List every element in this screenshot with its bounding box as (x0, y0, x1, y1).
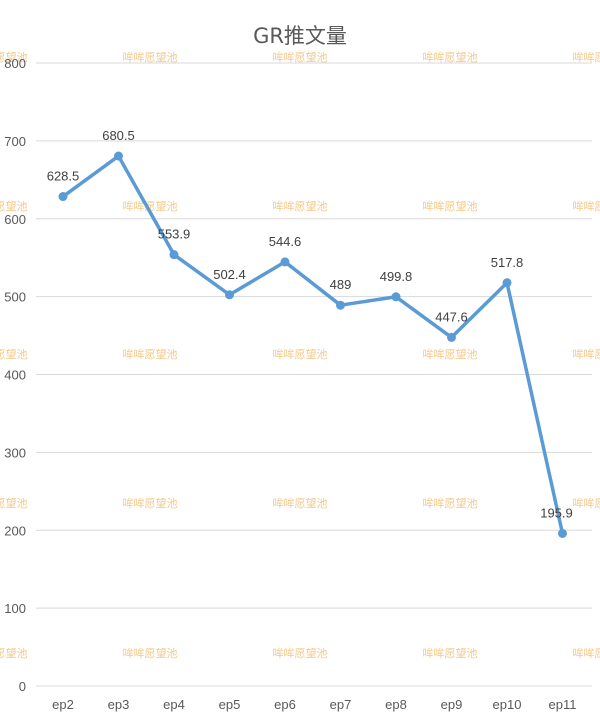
data-label: 447.6 (435, 309, 468, 324)
watermark-text: 哞哞愿望池 (273, 50, 328, 64)
watermark-text: 哞哞愿望池 (0, 199, 28, 213)
y-tick-label: 700 (4, 134, 26, 149)
watermark-text: 哞哞愿望池 (0, 646, 28, 660)
watermark-text: 哞哞愿望池 (0, 496, 28, 510)
watermark-text: 哞哞愿望池 (573, 347, 600, 361)
y-tick-label: 0 (19, 679, 26, 694)
x-tick-label: ep9 (441, 697, 463, 712)
watermark-text: 哞哞愿望池 (273, 496, 328, 510)
y-tick-label: 600 (4, 212, 26, 227)
watermark-text: 哞哞愿望池 (123, 199, 178, 213)
data-point (502, 278, 512, 288)
watermark-text: 哞哞愿望池 (273, 347, 328, 361)
data-label: 195.9 (540, 505, 573, 520)
watermark-text: 哞哞愿望池 (123, 646, 178, 660)
watermark-text: 哞哞愿望池 (423, 50, 478, 64)
gridlines (36, 62, 592, 687)
x-tick-label: ep8 (385, 697, 407, 712)
watermark-text: 哞哞愿望池 (0, 347, 28, 361)
watermark-layer: 哞哞愿望池哞哞愿望池哞哞愿望池哞哞愿望池哞哞愿望池哞哞愿望池哞哞愿望池哞哞愿望池… (0, 50, 600, 660)
chart-title: GR推文量 (253, 24, 347, 48)
data-point (169, 250, 179, 260)
watermark-text: 哞哞愿望池 (423, 646, 478, 660)
data-label: 544.6 (269, 234, 302, 249)
x-tick-label: ep6 (274, 697, 296, 712)
watermark-text: 哞哞愿望池 (0, 50, 28, 64)
data-point (225, 290, 234, 300)
series-line (61, 154, 565, 536)
data-point (558, 528, 567, 538)
data-label: 489 (330, 277, 352, 292)
y-tick-label: 100 (4, 601, 26, 616)
data-label: 502.4 (213, 267, 246, 282)
watermark-text: 哞哞愿望池 (573, 496, 600, 510)
x-tick-label: ep11 (549, 697, 577, 712)
watermark-text: 哞哞愿望池 (273, 199, 328, 213)
x-tick-label: ep2 (52, 697, 74, 712)
watermark-text: 哞哞愿望池 (573, 199, 600, 213)
data-label: 553.9 (158, 227, 191, 242)
data-point (391, 292, 401, 302)
x-tick-label: ep4 (163, 697, 185, 712)
x-tick-label: ep3 (108, 697, 130, 712)
y-tick-label: 400 (4, 368, 26, 383)
data-point (58, 192, 68, 202)
series-layer (58, 151, 567, 538)
data-label: 499.8 (380, 269, 413, 284)
y-tick-label: 200 (4, 523, 26, 538)
data-point (447, 332, 456, 342)
x-axis: ep2 ep3 ep4 ep5 ep6 ep7 ep8 ep9 ep10 ep11 (52, 697, 576, 712)
data-labels: 628.5 680.5 553.9 502.4 544.6 489 499.8 447.6 51… (47, 128, 573, 520)
watermark-text: 哞哞愿望池 (273, 646, 328, 660)
data-point (336, 300, 345, 310)
data-label: 628.5 (47, 169, 80, 184)
watermark-text: 哞哞愿望池 (423, 496, 478, 510)
data-label: 680.5 (102, 128, 135, 143)
x-tick-label: ep10 (493, 697, 522, 712)
data-point (114, 151, 123, 161)
x-tick-label: ep7 (330, 697, 352, 712)
watermark-text: 哞哞愿望池 (123, 50, 178, 64)
watermark-text: 哞哞愿望池 (123, 347, 178, 361)
data-point (280, 257, 290, 267)
x-tick-label: ep5 (219, 697, 241, 712)
y-tick-label: 300 (4, 445, 26, 460)
y-tick-label: 500 (4, 290, 26, 305)
watermark-text: 哞哞愿望池 (423, 347, 478, 361)
watermark-text: 哞哞愿望池 (123, 496, 178, 510)
watermark-text: 哞哞愿望池 (573, 50, 600, 64)
y-tick-label: 800 (4, 56, 26, 71)
watermark-text: 哞哞愿望池 (573, 646, 600, 660)
watermark-text: 哞哞愿望池 (423, 199, 478, 213)
data-label: 517.8 (491, 255, 524, 270)
y-axis: 0 100 200 300 400 500 600 700 800 (4, 56, 26, 694)
